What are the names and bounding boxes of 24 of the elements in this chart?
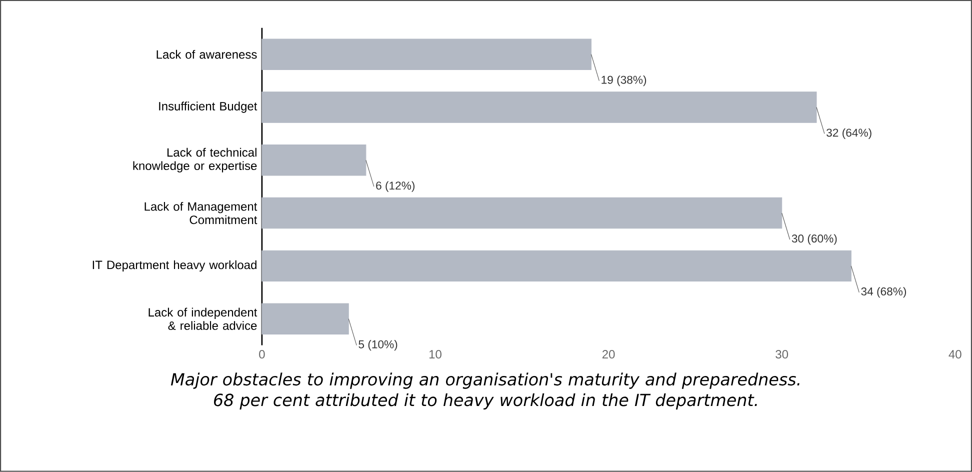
bar xyxy=(262,197,782,229)
y-tick-label: Lack of awareness xyxy=(156,50,257,59)
x-tick-label: 20 xyxy=(602,350,615,359)
bar xyxy=(262,250,852,282)
bar xyxy=(262,144,366,176)
y-tick-label: Lack of technical knowledge or expertise xyxy=(133,148,257,172)
data-label: 32 (64%) xyxy=(826,128,872,140)
y-tick-label: Insufficient Budget xyxy=(159,102,258,113)
bar xyxy=(262,303,349,335)
y-tick-label: IT Department heavy workload xyxy=(92,260,256,272)
bar xyxy=(262,92,817,123)
y-tick-label: Lack of independent & reliable advice xyxy=(148,308,258,330)
x-tick-label: 0 xyxy=(259,350,265,359)
data-label: 34 (68%) xyxy=(861,287,906,298)
data-label: 19 (38%) xyxy=(602,76,646,86)
x-tick-label: 30 xyxy=(776,350,788,359)
x-tick-label: 10 xyxy=(429,350,442,359)
x-tick-label: 40 xyxy=(948,350,962,359)
data-label: 5 (10%) xyxy=(358,340,398,351)
text: Major obstacles to improving an organisation's maturity and preparedness. 68 per cent attributed it to heavy workload in the IT department. xyxy=(170,372,800,410)
data-label: 30 (60%) xyxy=(792,234,837,245)
y-tick-label: Lack of Management Commitment xyxy=(144,202,258,224)
data-label: 6 (12%) xyxy=(376,181,414,192)
bar xyxy=(262,38,592,70)
